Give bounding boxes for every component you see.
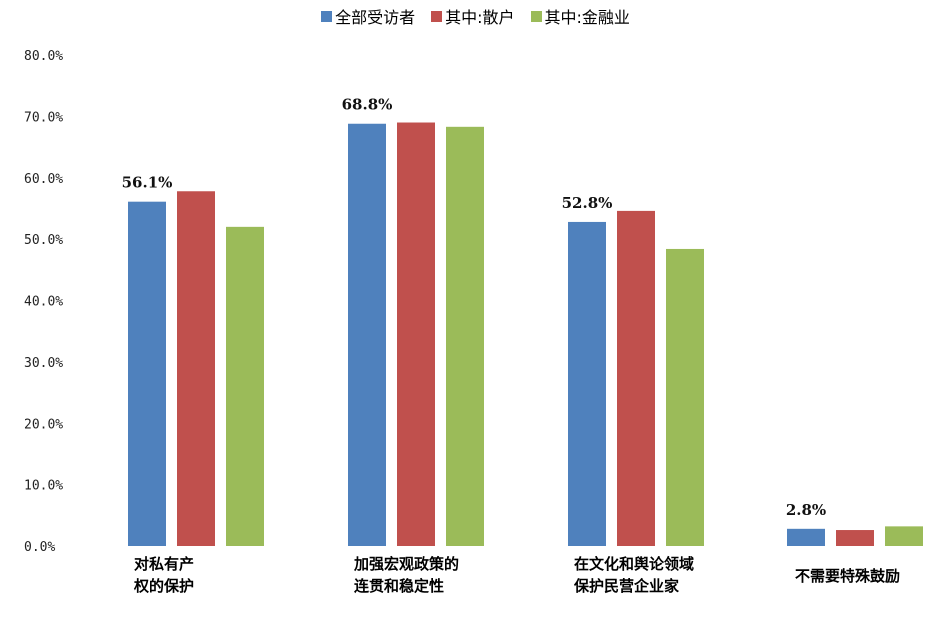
y-tick-label: 70.0% (24, 110, 63, 125)
data-label: 56.1% (122, 174, 173, 192)
bar (397, 122, 435, 546)
data-label: 68.8% (342, 96, 393, 114)
data-label: 52.8% (562, 194, 613, 212)
legend-label: 其中:金融业 (544, 8, 630, 27)
legend-item-all-respondents: 全部受访者 (321, 4, 415, 28)
category-label: 在文化和舆论领域 (574, 555, 694, 573)
y-tick-label: 10.0% (24, 479, 63, 494)
bar (617, 210, 655, 546)
y-tick-label: 20.0% (24, 417, 63, 432)
category-label: 连贯和稳定性 (354, 577, 444, 595)
bar (348, 123, 386, 547)
y-tick-label: 50.0% (24, 233, 63, 248)
category-label: 对私有产 (134, 555, 194, 573)
data-labels: 56.1% 68.8% 52.8% 2.8% (122, 96, 827, 519)
legend-swatch-blue (321, 10, 333, 22)
legend-item-finance: 其中:金融业 (530, 4, 630, 28)
legend-label: 全部受访者 (335, 8, 416, 27)
legend: 全部受访者 其中:散户 其中:金融业 (0, 4, 951, 28)
bar (446, 126, 484, 546)
category-label: 保护民营企业家 (573, 577, 679, 595)
y-tick-label: 80.0% (24, 49, 63, 64)
legend-item-retail: 其中:散户 (431, 4, 515, 28)
bar (177, 191, 215, 546)
y-tick-label: 0.0% (24, 540, 55, 555)
bars (128, 122, 923, 547)
category-label: 加强宏观政策的 (353, 555, 459, 573)
bar (666, 248, 704, 546)
bar (885, 526, 923, 546)
bar (787, 528, 825, 546)
y-axis: 0.0% 10.0% 20.0% 30.0% 40.0% 50.0% 60.0% 70.0% 8… (24, 49, 63, 555)
legend-swatch-red (431, 10, 443, 22)
data-label: 2.8% (786, 501, 826, 519)
y-tick-label: 30.0% (24, 356, 63, 371)
bar (128, 201, 166, 546)
legend-swatch-green (530, 10, 542, 22)
category-label: 权的保护 (133, 577, 194, 595)
bar (836, 530, 874, 546)
bar (226, 226, 264, 546)
bar (568, 221, 606, 546)
y-tick-label: 60.0% (24, 172, 63, 187)
legend-label: 其中:散户 (445, 8, 515, 27)
y-tick-label: 40.0% (24, 295, 63, 310)
category-label: 不需要特殊鼓励 (795, 567, 900, 585)
